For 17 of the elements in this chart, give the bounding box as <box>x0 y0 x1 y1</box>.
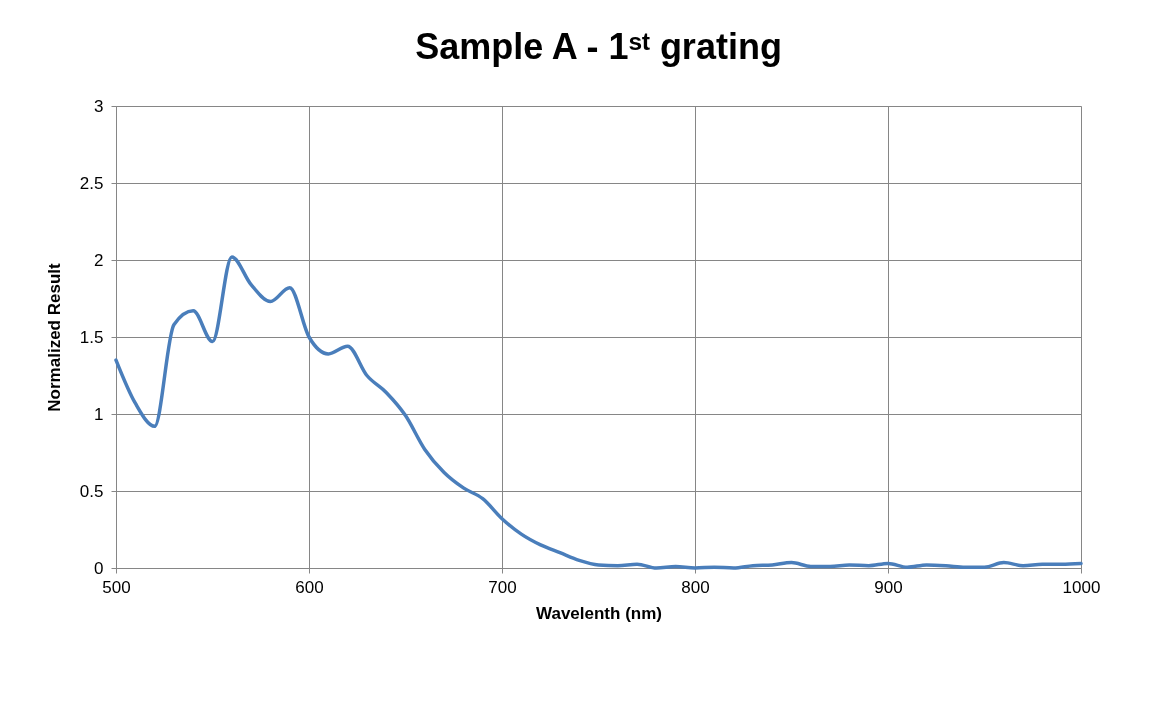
y-tick-label: 2.5 <box>79 173 104 193</box>
chart-title: Sample A - 1ˢᵗ grating <box>415 26 782 67</box>
x-tick-label: 1000 <box>1062 577 1101 597</box>
x-axis-title: Wavelenth (nm) <box>536 603 662 623</box>
x-tick-label: 500 <box>102 577 131 597</box>
y-axis-title: Normalized Result <box>44 263 64 412</box>
x-tick-label: 700 <box>488 577 517 597</box>
y-tick-label: 0 <box>94 558 104 578</box>
x-tick-label: 900 <box>874 577 903 597</box>
y-tick-label: 1.5 <box>79 327 104 347</box>
x-tick-label: 600 <box>295 577 324 597</box>
y-tick-label: 3 <box>94 96 104 116</box>
y-tick-label: 1 <box>94 404 104 424</box>
x-tick-label: 800 <box>681 577 710 597</box>
y-tick-label: 0.5 <box>79 481 104 501</box>
line-series <box>114 255 1083 570</box>
y-tick-label: 2 <box>94 250 104 270</box>
